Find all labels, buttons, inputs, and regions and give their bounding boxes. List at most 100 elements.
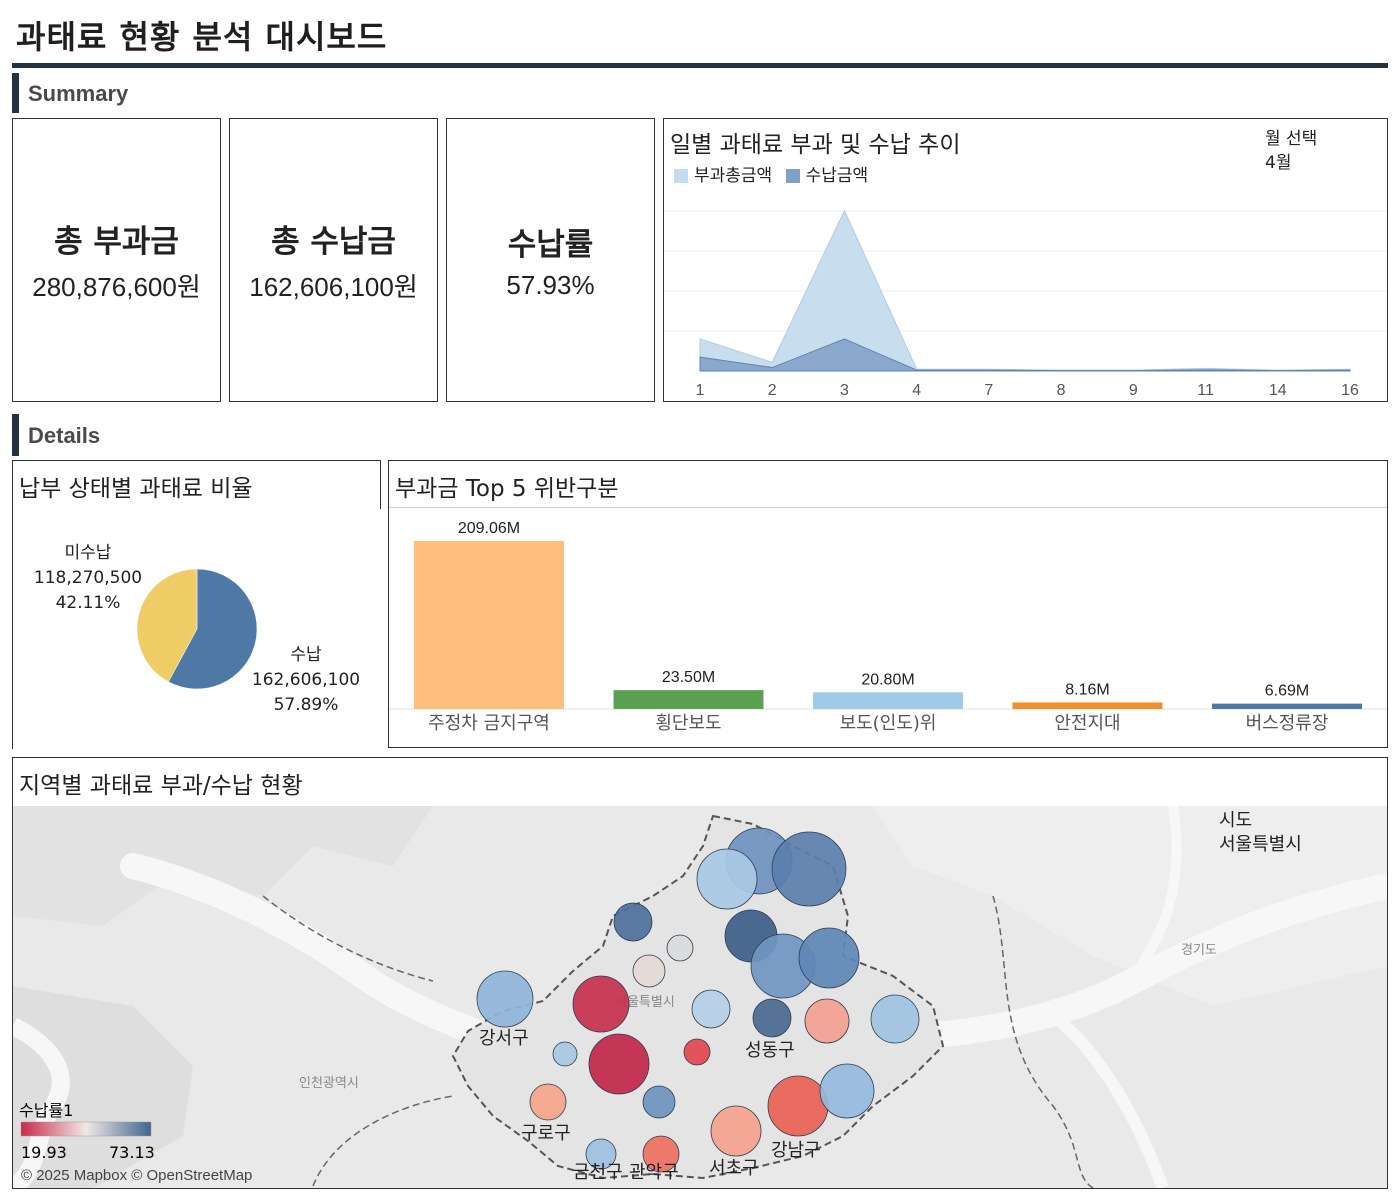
rate-legend-title: 수납률1 xyxy=(19,1101,73,1120)
pie-panel: 납부 상태별 과태료 비율 미수납 118,270,500 42.11% 수납 … xyxy=(12,460,381,749)
bar-value-label: 20.80M xyxy=(861,671,914,688)
kpi-label: 총 부과금 xyxy=(54,224,179,260)
district-bubble[interactable] xyxy=(798,927,860,989)
trend-title: 일별 과태료 부과 및 수납 추이 xyxy=(670,132,961,158)
legend-swatch-imposed xyxy=(674,169,688,183)
district-bubble[interactable] xyxy=(771,831,847,907)
bar-value-label: 23.50M xyxy=(662,669,715,686)
place-label-gyeonggi: 경기도 xyxy=(1181,943,1217,958)
month-filter-value[interactable]: 4월 xyxy=(1265,153,1292,173)
district-bubble[interactable] xyxy=(752,998,792,1038)
district-bubble[interactable] xyxy=(870,994,920,1044)
pie-label-pct: 42.11% xyxy=(55,593,121,613)
district-label-gangseo: 강서구 xyxy=(479,1028,529,1049)
pie-label-unpaid: 미수납 118,270,500 42.11% xyxy=(33,541,143,616)
daily-trend-panel: 일별 과태료 부과 및 수납 추이 부과총금액 수납금액 월 선택 4월 1 2 3… xyxy=(663,118,1388,402)
x-tick-label: 9 xyxy=(1129,382,1138,399)
top5-bar-panel: 부과금 Top 5 위반구분 209.06M 주정차 금지구역 23.50M 횡단보도… xyxy=(388,460,1388,748)
region-filter-value[interactable]: 서울특별시 xyxy=(1219,834,1302,855)
province-boundary xyxy=(312,1095,454,1187)
title-divider xyxy=(12,63,1388,68)
district-bubble[interactable] xyxy=(585,1138,617,1170)
district-bubble[interactable] xyxy=(666,934,694,962)
legend-swatch-collected xyxy=(785,169,800,183)
pie-slice-paid xyxy=(168,568,258,690)
x-tick-label: 14 xyxy=(1269,382,1287,399)
map-land-patch xyxy=(13,986,193,1188)
district-bubble[interactable] xyxy=(642,1085,676,1119)
rate-legend-max: 73.13 xyxy=(109,1143,155,1162)
pie-label-name: 수납 xyxy=(290,645,322,665)
pie-title: 납부 상태별 과태료 비율 xyxy=(19,476,253,502)
bar-category-label: 보도(인도)위 xyxy=(840,713,937,734)
district-bubble[interactable] xyxy=(476,970,534,1028)
x-tick-label: 3 xyxy=(840,382,849,399)
map-land-patch xyxy=(873,806,1387,1006)
pie-label-amount: 118,270,500 xyxy=(33,568,143,588)
district-bubble[interactable] xyxy=(632,954,666,988)
district-bubble[interactable] xyxy=(588,1033,650,1095)
district-bubble[interactable] xyxy=(642,1135,680,1173)
trend-chart: 1 2 3 4 7 8 9 11 14 16 xyxy=(664,209,1387,399)
district-label-seocho: 서초구 xyxy=(709,1158,759,1179)
pie-label-paid: 수납 162,606,100 57.89% xyxy=(251,643,361,718)
map-land-patch xyxy=(13,806,433,926)
page-title: 과태료 현황 분석 대시보드 xyxy=(16,18,388,56)
bar-category-label: 횡단보도 xyxy=(655,713,721,734)
district-bubble[interactable] xyxy=(804,998,850,1044)
place-label-incheon: 인천광역시 xyxy=(299,1076,359,1091)
district-label-seongdong: 성동구 xyxy=(745,1040,795,1061)
coastline xyxy=(13,1017,70,1188)
pie-slice-unpaid xyxy=(136,568,198,683)
x-tick-label: 4 xyxy=(912,382,921,399)
bar xyxy=(813,692,963,709)
district-bubble[interactable] xyxy=(767,1075,829,1137)
river-branch xyxy=(1129,806,1182,980)
x-tick-label: 1 xyxy=(696,382,705,399)
province-boundary xyxy=(992,895,1094,1188)
rate-legend-min: 19.93 xyxy=(21,1143,67,1162)
district-bubble[interactable] xyxy=(613,902,653,942)
map-panel: 지역별 과태료 부과/수납 현황 경기도 인천광역시 서울특별시 강서 xyxy=(12,757,1388,1189)
bar-chart: 209.06M 주정차 금지구역 23.50M 횡단보도 20.80M 보도(인도)위 8.… xyxy=(389,520,1387,734)
place-label-seoul: 서울특별시 xyxy=(615,995,675,1010)
district-bubble[interactable] xyxy=(691,989,731,1029)
details-section-bar xyxy=(12,414,19,456)
district-bubble[interactable] xyxy=(683,1038,711,1066)
x-tick-label: 11 xyxy=(1197,382,1214,399)
seoul-map[interactable]: 경기도 인천광역시 서울특별시 강서구 구로구 금천구 관악구 서초구 강남구 … xyxy=(13,806,1387,1188)
district-bubble[interactable] xyxy=(572,975,630,1033)
kpi-card-total-imposed: 총 부과금 280,876,600원 xyxy=(12,118,221,402)
legend-label-imposed: 부과총금액 xyxy=(694,166,773,186)
summary-section-bar xyxy=(12,73,19,113)
district-bubble[interactable] xyxy=(710,1105,762,1157)
bar-category-label: 안전지대 xyxy=(1054,713,1120,734)
x-tick-label: 8 xyxy=(1057,382,1066,399)
legend-label-collected: 수납금액 xyxy=(805,166,869,186)
bar-title: 부과금 Top 5 위반구분 xyxy=(395,476,619,502)
pie-label-amount: 162,606,100 xyxy=(251,670,361,690)
district-bubble[interactable] xyxy=(696,848,758,910)
trend-area-collected xyxy=(699,338,1351,372)
district-bubble[interactable] xyxy=(529,1083,567,1121)
region-filter-label: 시도 xyxy=(1219,810,1252,831)
district-bubble[interactable] xyxy=(819,1063,875,1119)
district-bubble[interactable] xyxy=(552,1041,578,1067)
province-boundary xyxy=(262,895,434,982)
x-tick-label: 7 xyxy=(984,382,993,399)
month-filter[interactable]: 월 선택 4월 xyxy=(1265,127,1317,175)
bar-value-label: 6.69M xyxy=(1265,683,1309,700)
x-tick-label: 2 xyxy=(768,382,777,399)
summary-section-label: Summary xyxy=(28,81,129,106)
district-bubbles[interactable] xyxy=(476,827,920,1173)
trend-legend[interactable]: 부과총금액 수납금액 xyxy=(674,161,868,186)
kpi-value: 57.93% xyxy=(506,270,595,300)
district-label-gwanak: 관악구 xyxy=(629,1162,679,1183)
bar xyxy=(1012,702,1163,709)
pie-label-pct: 57.89% xyxy=(273,695,339,715)
x-tick-label: 16 xyxy=(1341,382,1359,399)
map-attribution[interactable]: © 2025 Mapbox © OpenStreetMap xyxy=(21,1167,252,1184)
bar xyxy=(613,690,764,709)
map-title: 지역별 과태료 부과/수납 현황 xyxy=(19,773,303,799)
kpi-card-total-collected: 총 수납금 162,606,100원 xyxy=(229,118,438,402)
